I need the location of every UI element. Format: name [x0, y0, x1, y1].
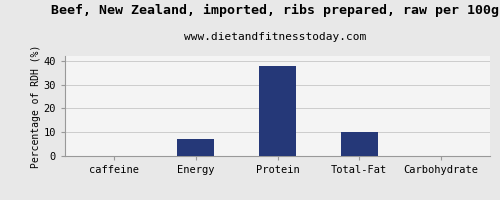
Bar — [178, 139, 214, 156]
Text: Beef, New Zealand, imported, ribs prepared, raw per 100g: Beef, New Zealand, imported, ribs prepar… — [51, 4, 499, 17]
Bar — [259, 66, 296, 156]
Y-axis label: Percentage of RDH (%): Percentage of RDH (%) — [30, 44, 40, 168]
Text: www.dietandfitnesstoday.com: www.dietandfitnesstoday.com — [184, 32, 366, 42]
Bar — [341, 132, 378, 156]
